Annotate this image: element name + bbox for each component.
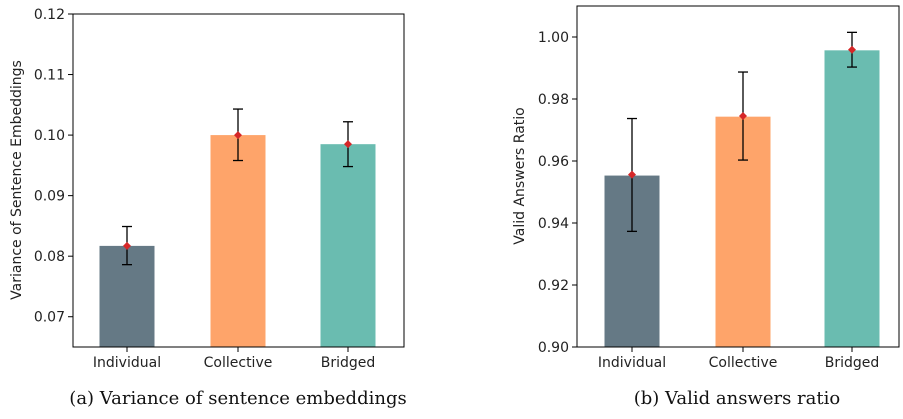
bar-bridged — [320, 144, 376, 347]
mean-marker-collective — [234, 131, 242, 140]
x-tick-label-collective: Collective — [709, 355, 778, 371]
y-tick-label: 0.92 — [538, 278, 569, 294]
panel-b-y-ticks: 0.90 0.92 0.94 0.96 0.98 1.00 — [538, 30, 577, 356]
mean-marker-collective — [739, 112, 747, 121]
y-tick-label: 0.08 — [34, 249, 65, 265]
y-tick-label: 0.96 — [538, 154, 569, 170]
x-tick-label-individual: Individual — [598, 355, 666, 371]
x-tick-label-bridged: Bridged — [825, 355, 880, 371]
y-tick-label: 0.10 — [34, 128, 65, 144]
panel-b: 0.90 0.92 0.94 0.96 0.98 1.00 Individual Colle… — [512, 5, 900, 409]
y-tick-label: 0.09 — [34, 189, 65, 205]
panel-a-y-ticks: 0.07 0.08 0.09 0.10 0.11 0.12 — [34, 7, 73, 326]
x-tick-label-individual: Individual — [93, 355, 161, 371]
panel-b-mean-markers — [628, 45, 856, 179]
y-tick-label: 0.11 — [34, 68, 65, 84]
panel-b-bars — [604, 50, 880, 348]
y-tick-label: 1.00 — [538, 30, 569, 46]
mean-marker-individual — [123, 241, 131, 250]
panel-a-bars — [99, 135, 376, 347]
panel-a-x-ticks: Individual Collective Bridged — [93, 347, 375, 371]
y-tick-label: 0.90 — [538, 340, 569, 356]
panel-b-y-axis-label: Valid Answers Ratio — [512, 107, 528, 244]
panel-a-caption: (a) Variance of sentence embeddings — [69, 388, 406, 409]
mean-marker-bridged — [344, 140, 352, 149]
y-tick-label: 0.94 — [538, 216, 569, 232]
bar-collective — [210, 135, 266, 347]
bar-bridged — [824, 50, 880, 348]
panel-b-plot-frame — [576, 5, 900, 348]
x-tick-label-collective: Collective — [204, 355, 273, 371]
panel-a: 0.07 0.08 0.09 0.10 0.11 0.12 Individual Colle… — [9, 7, 407, 409]
panel-b-caption: (b) Valid answers ratio — [634, 388, 840, 409]
mean-marker-bridged — [848, 45, 856, 54]
mean-marker-individual — [628, 170, 636, 179]
x-tick-label-bridged: Bridged — [321, 355, 376, 371]
y-tick-label: 0.98 — [538, 92, 569, 108]
y-tick-label: 0.12 — [34, 7, 65, 23]
panel-a-y-axis-label: Variance of Sentence Embeddings — [9, 60, 25, 300]
panel-a-mean-markers — [123, 131, 352, 250]
panel-b-x-ticks: Individual Collective Bridged — [598, 347, 879, 371]
y-tick-label: 0.07 — [34, 310, 65, 326]
